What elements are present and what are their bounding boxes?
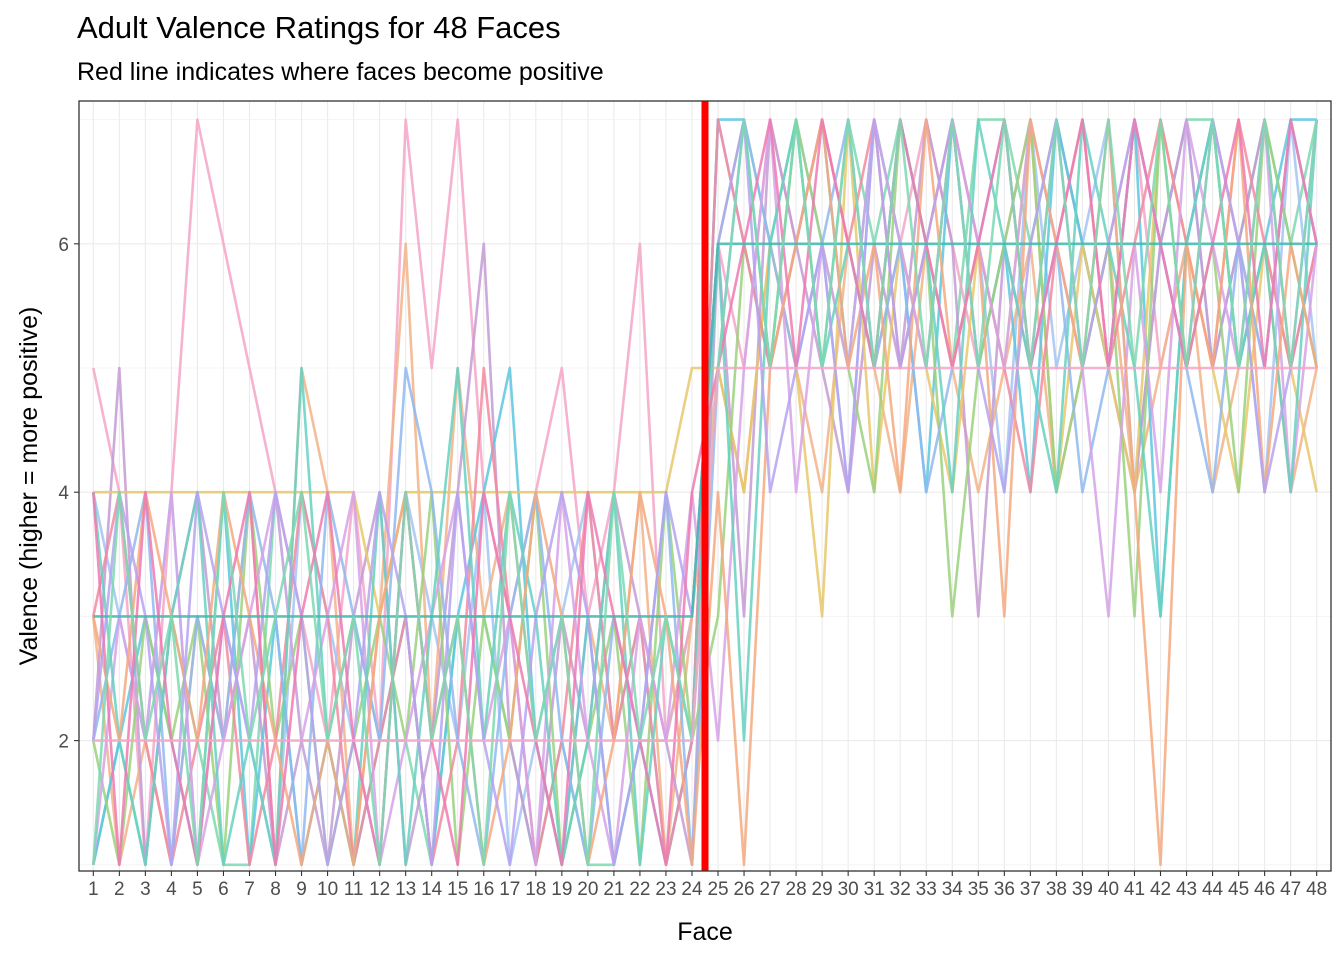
x-tick-label: 42 [1150, 879, 1171, 900]
x-tick-label: 44 [1202, 879, 1224, 900]
x-tick-label: 30 [838, 879, 859, 900]
x-tick-label: 24 [681, 879, 703, 900]
x-tick-label: 25 [707, 879, 728, 900]
x-axis-title: Face [677, 918, 733, 946]
x-tick-label: 32 [890, 879, 911, 900]
x-tick-label: 6 [218, 879, 229, 900]
x-tick-label: 18 [525, 879, 546, 900]
x-tick-label: 39 [1072, 879, 1093, 900]
x-tick-label: 34 [942, 879, 964, 900]
x-tick-label: 20 [577, 879, 598, 900]
x-tick-label: 19 [551, 879, 572, 900]
y-tick-label: 4 [58, 483, 69, 504]
x-tick-label: 5 [192, 879, 203, 900]
x-tick-label: 14 [421, 879, 443, 900]
x-tick-label: 26 [733, 879, 754, 900]
x-tick-label: 48 [1306, 879, 1327, 900]
plot-border [78, 100, 1332, 872]
x-tick-label: 36 [994, 879, 1015, 900]
x-tick-label: 47 [1280, 879, 1301, 900]
x-tick-label: 10 [317, 879, 338, 900]
x-tick-label: 1 [88, 879, 99, 900]
x-tick-label: 41 [1124, 879, 1145, 900]
x-tick-label: 28 [786, 879, 807, 900]
x-tick-label: 45 [1228, 879, 1249, 900]
x-tick-label: 23 [655, 879, 676, 900]
x-tick-label: 35 [968, 879, 989, 900]
x-tick-label: 13 [395, 879, 416, 900]
x-tick-label: 29 [812, 879, 833, 900]
x-tick-label: 17 [499, 879, 520, 900]
x-tick-label: 9 [296, 879, 307, 900]
x-tick-label: 2 [114, 879, 125, 900]
x-tick-label: 27 [760, 879, 781, 900]
x-tick-label: 12 [369, 879, 390, 900]
x-tick-label: 37 [1020, 879, 1041, 900]
x-tick-label: 3 [140, 879, 151, 900]
x-tick-label: 22 [629, 879, 650, 900]
x-tick-label: 38 [1046, 879, 1067, 900]
y-tick-label: 2 [58, 732, 69, 753]
x-tick-label: 4 [166, 879, 177, 900]
y-tick-label: 6 [58, 235, 69, 256]
x-tick-label: 11 [344, 879, 364, 900]
x-tick-label: 40 [1098, 879, 1119, 900]
y-axis: 2 4 6 [58, 235, 79, 753]
x-tick-label: 15 [447, 879, 468, 900]
x-tick-label: 46 [1254, 879, 1275, 900]
x-tick-label: 21 [603, 879, 624, 900]
y-axis-title: Valence (higher = more positive) [15, 307, 43, 666]
x-tick-label: 33 [916, 879, 937, 900]
x-tick-label: 7 [244, 879, 255, 900]
x-axis: 1 2 3 4 5 6 7 8 9 10 11 12 13 14 15 16 17 18 19 20 21 22 23 24 2… [88, 871, 1327, 900]
x-tick-label: 16 [473, 879, 494, 900]
x-tick-label: 43 [1176, 879, 1197, 900]
chart-title: Adult Valence Ratings for 48 Faces [77, 10, 561, 45]
x-tick-label: 8 [270, 879, 281, 900]
x-tick-label: 31 [864, 879, 885, 900]
chart-subtitle: Red line indicates where faces become po… [77, 58, 604, 86]
